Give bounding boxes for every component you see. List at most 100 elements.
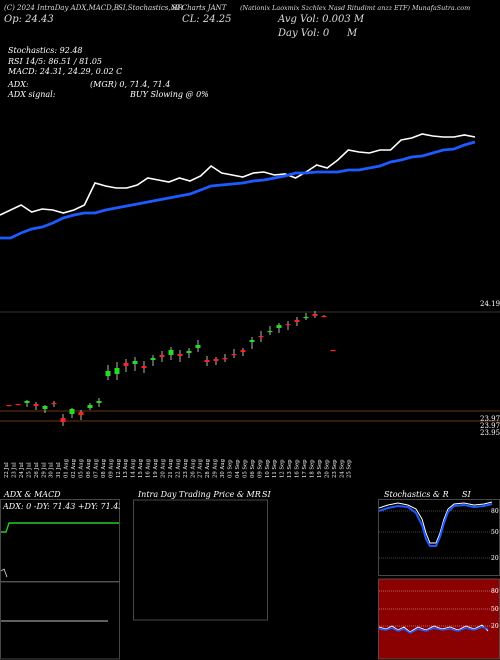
- stoch-level-80: 80: [491, 508, 499, 515]
- price-label-low2: 23.97: [480, 422, 500, 430]
- intraday-panel-title2: SI: [262, 490, 271, 499]
- date-tick-label: 10 Sep: [265, 459, 271, 478]
- date-tick-label: 07 Aug: [93, 458, 99, 478]
- date-tick-label: 28 Aug: [205, 458, 211, 478]
- date-tick-label: 08 Aug: [101, 458, 107, 478]
- candle-body-35: [321, 316, 327, 318]
- candle-body-33: [303, 317, 309, 319]
- date-tick-label: 31 Jul: [56, 462, 62, 478]
- date-tick-label: 22 Aug: [175, 458, 181, 478]
- date-tick-label: 13 Aug: [123, 458, 129, 478]
- header-text-4: (Nationix Laoxmix Szchlex Nasd Ritudimt …: [240, 4, 471, 12]
- date-tick-label: 03 Sep: [228, 459, 234, 478]
- candle-body-19: [177, 354, 183, 356]
- rsi-level-20: 20: [491, 623, 499, 630]
- adx-signal-label: ADX signal:: [8, 90, 56, 99]
- candle-body-26: [240, 350, 246, 352]
- date-tick-label: 26 Aug: [190, 458, 196, 478]
- candle-body-25: [231, 354, 237, 356]
- header-text-3: SI Charts JANT: [172, 4, 227, 12]
- date-tick-label: 17 Sep: [302, 459, 308, 478]
- date-tick-label: 29 Jul: [41, 462, 47, 478]
- header-text-2: SI,Stochastics,MR: [118, 4, 184, 12]
- candle-body-7: [69, 409, 75, 414]
- date-tick-label: 24 Jul: [19, 462, 25, 478]
- header-text-1: (C) 2024 IntraDay ADX,MACD,B: [4, 4, 119, 12]
- date-tick-label: 06 Sep: [250, 459, 256, 478]
- price-label-low1: 23.97: [480, 415, 500, 423]
- candle-body-29: [267, 331, 273, 333]
- close-price: CL: 24.25: [182, 14, 232, 25]
- rsi-level-80: 80: [491, 588, 499, 595]
- date-tick-label: 11 Sep: [272, 459, 278, 478]
- macd-value: MACD: 24.31, 24.29, 0.02 C: [8, 67, 123, 76]
- candle-body-23: [213, 359, 219, 361]
- date-tick-label: 19 Sep: [317, 459, 323, 478]
- price-lines: [0, 133, 476, 240]
- intraday-panel: [133, 499, 268, 621]
- series-line-1: [0, 140, 476, 240]
- adx-panel: ADX: 0 -DY: 71.43 +DY: 71.43: [0, 499, 120, 660]
- candle-body-12: [114, 368, 120, 374]
- date-tick-label: 30 Aug: [220, 458, 226, 478]
- date-tick-label: 29 Aug: [213, 458, 219, 478]
- day-volume-unit: M: [347, 28, 358, 39]
- date-tick-label: 23 Aug: [183, 458, 189, 478]
- candle-body-13: [123, 363, 129, 366]
- date-tick-label: 16 Aug: [146, 458, 152, 478]
- date-tick-label: 16 Sep: [295, 459, 301, 478]
- stochastics-value: Stochastics: 92.48: [8, 46, 83, 55]
- date-tick-label: 19 Aug: [153, 458, 159, 478]
- candle-body-18: [168, 350, 174, 355]
- candle-body-22: [204, 360, 210, 362]
- date-tick-label: 15 Aug: [138, 458, 144, 478]
- candle-body-27: [249, 340, 255, 342]
- candle-body-31: [285, 324, 291, 326]
- adx-label: ADX:: [8, 80, 29, 89]
- date-tick-label: 05 Sep: [242, 459, 248, 478]
- candle-body-0: [6, 405, 12, 407]
- date-tick-label: 04 Sep: [235, 459, 241, 478]
- series-line-0: [0, 133, 476, 216]
- candle-body-20: [186, 351, 192, 353]
- date-tick-label: 09 Aug: [108, 458, 114, 478]
- candle-body-21: [195, 345, 201, 348]
- day-volume: Day Vol: 0: [278, 28, 330, 39]
- candle-body-5: [51, 403, 57, 405]
- price-label-low3: 23.95: [480, 429, 500, 437]
- candle-body-17: [159, 355, 165, 357]
- stoch-panel-title2: SI: [462, 490, 471, 499]
- rsi-level-50: 50: [491, 606, 499, 613]
- date-tick-label: 21 Aug: [168, 458, 174, 478]
- date-tick-label: 02 Aug: [71, 458, 77, 478]
- date-tick-label: 12 Aug: [116, 458, 122, 478]
- candle-body-30: [276, 325, 282, 328]
- buy-signal: BUY Slowing @ 0%: [130, 90, 209, 99]
- rsi-value: RSI 14/5: 86.51 / 81.05: [8, 57, 102, 66]
- adx-values-text: ADX: 0 -DY: 71.43 +DY: 71.43: [2, 502, 120, 511]
- date-tick-label: 05 Aug: [79, 458, 85, 478]
- candle-body-34: [312, 314, 318, 316]
- price-label-top: 24.19: [480, 300, 500, 308]
- date-tick-label: 23 Jul: [11, 462, 17, 478]
- date-tick-label: 24 Sep: [339, 459, 345, 478]
- date-tick-label: 06 Aug: [86, 458, 92, 478]
- candle-body-4: [42, 406, 48, 409]
- candle-body-9: [87, 405, 93, 408]
- date-tick-label: 25 Jul: [26, 462, 32, 478]
- stoch-level-20: 20: [491, 555, 499, 562]
- date-tick-label: 22 Jul: [4, 462, 10, 478]
- candle-body-16: [150, 358, 156, 360]
- candle-body-1: [15, 404, 21, 406]
- avg-volume: Avg Vol: 0.003 M: [278, 14, 365, 25]
- candle-body-24: [222, 358, 228, 360]
- candle-body-2: [24, 401, 30, 403]
- candle-body-6: [60, 418, 66, 422]
- stoch-panel-title: Stochastics & R: [384, 490, 449, 499]
- date-tick-label: 18 Sep: [309, 459, 315, 478]
- date-tick-label: 30 Jul: [49, 462, 55, 478]
- candle-body-14: [132, 361, 138, 364]
- candle-body-8: [78, 412, 84, 415]
- intraday-panel-title: Intra Day Trading Price & MR: [138, 490, 261, 499]
- date-tick-label: 14 Aug: [131, 458, 137, 478]
